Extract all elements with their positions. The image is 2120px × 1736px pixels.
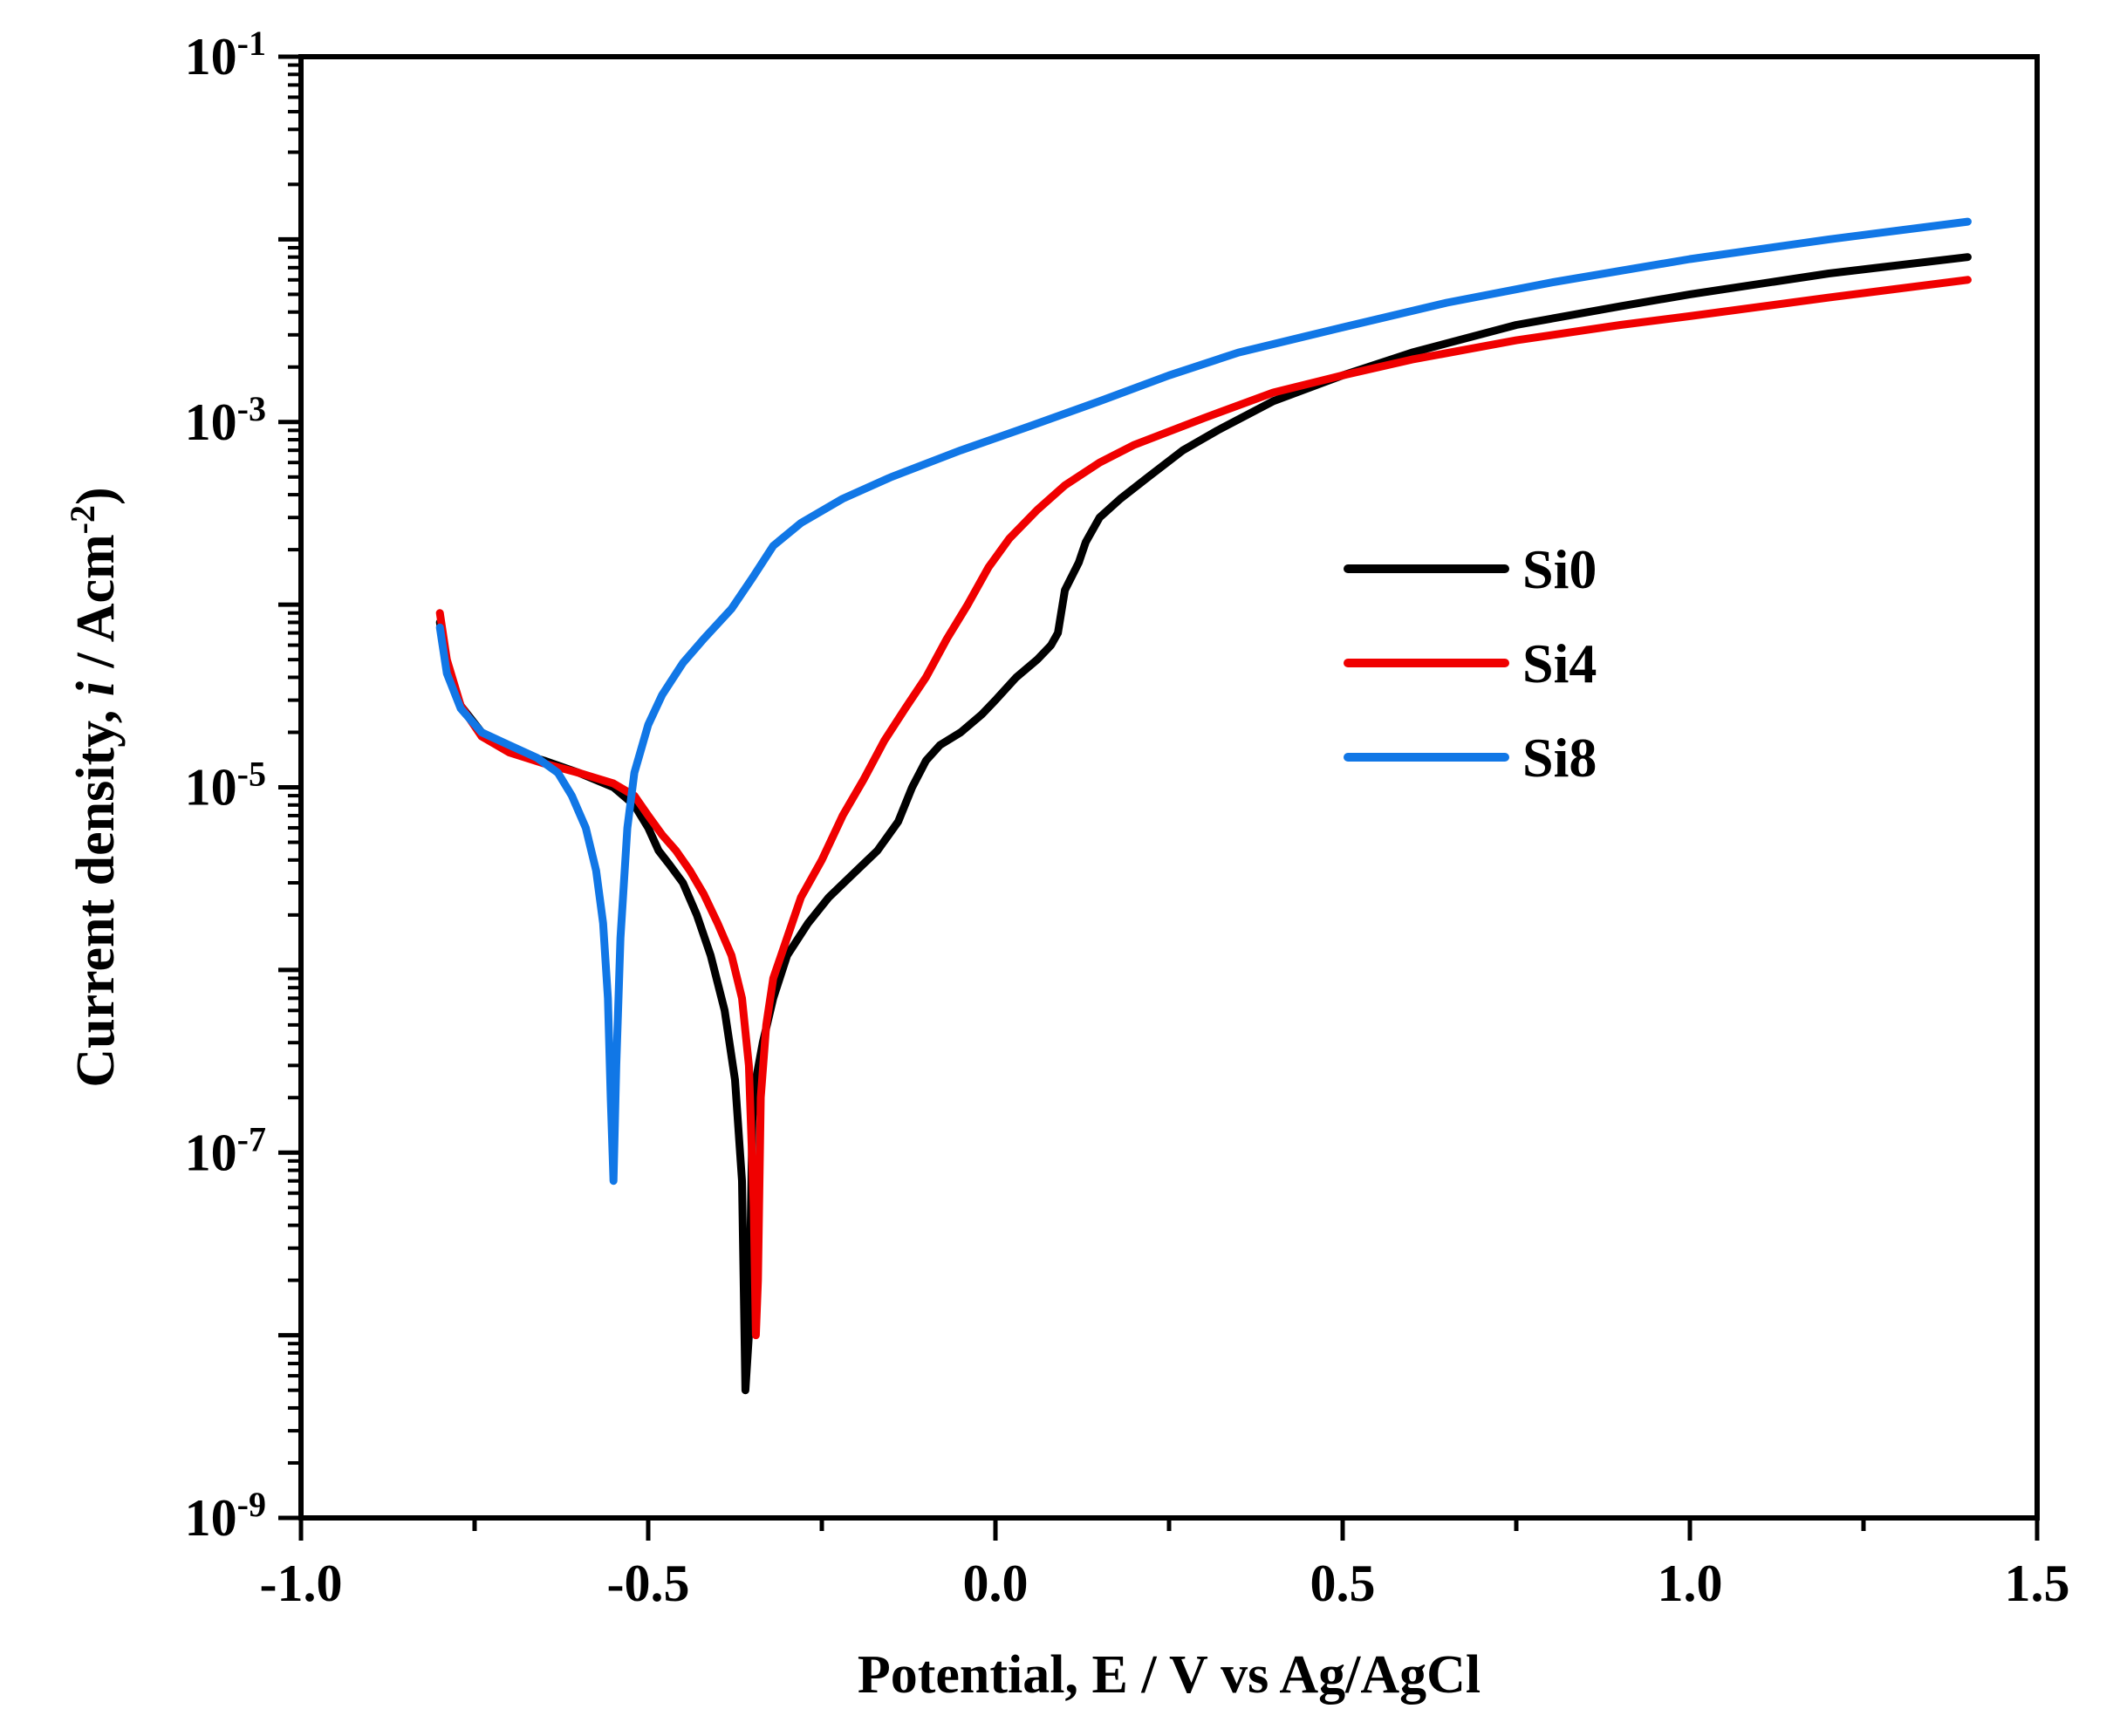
y-axis-title-exp: -2 [63,505,102,534]
x-tick-label: 1.5 [2005,1555,2070,1612]
y-tick-label: 10-3 [185,388,266,451]
x-axis-ticks: -1.0 -0.5 0.0 0.5 1.0 1.5 [260,1518,2070,1612]
x-tick-label: -0.5 [607,1555,690,1612]
y-tick-label: 10-7 [185,1119,266,1182]
series-line-si8 [435,217,1972,1186]
series-layer [435,217,1972,1395]
y-axis-title-italic: i [66,681,126,696]
legend-label-si0: Si0 [1522,538,1597,600]
plot-frame [298,54,2040,1521]
legend: Si0 Si4 Si8 [1344,538,1597,789]
y-tick-label: 10-5 [185,754,266,817]
y-axis-title: Current density, i / Acm-2) [63,487,127,1087]
x-axis-title: Potential, E / V vs Ag/AgCl [858,1645,1481,1705]
legend-label-si4: Si4 [1522,632,1597,694]
plot-area [298,54,2040,1521]
y-axis-title-part: Current density, [66,696,126,1087]
series-line-si0 [435,253,1972,1395]
y-axis-title-unit: / Acm [66,534,126,681]
legend-label-si8: Si8 [1522,727,1597,789]
x-tick-label: 0.0 [963,1555,1029,1612]
x-tick-label: 0.5 [1310,1555,1376,1612]
y-axis-ticks: 10-9 10-7 10-5 10-3 10-1 [185,24,301,1548]
y-tick-label: 10-9 [185,1485,266,1548]
x-tick-label: 1.0 [1658,1555,1723,1612]
x-tick-label: -1.0 [260,1555,343,1612]
y-tick-label: 10-1 [185,24,266,86]
y-axis-title-close: ) [66,487,126,505]
